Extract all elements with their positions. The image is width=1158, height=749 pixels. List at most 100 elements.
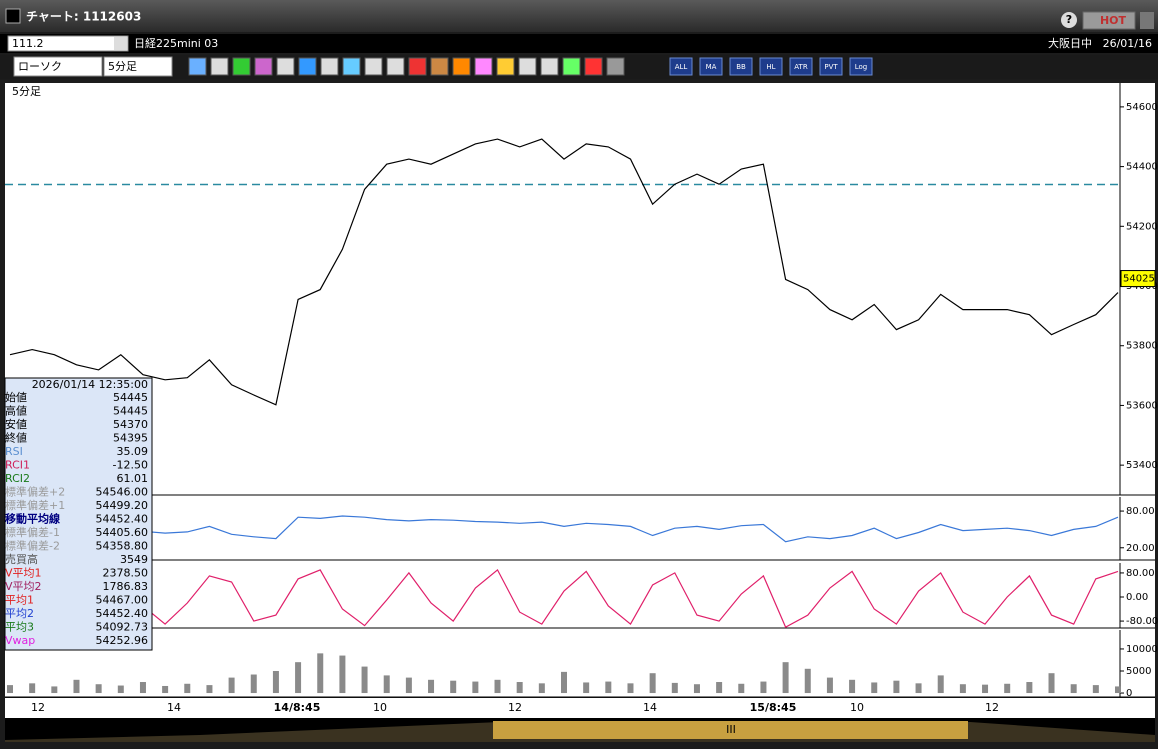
tool-icon[interactable] (849, 57, 873, 76)
volume-bar (428, 679, 435, 694)
info-value: 2378.50 (103, 567, 149, 580)
info-panel (4, 377, 153, 651)
tool-icon[interactable] (188, 57, 207, 76)
volume-bar (162, 685, 169, 694)
current-price-tag (1120, 270, 1156, 288)
info-value: 54092.73 (96, 621, 149, 634)
symbol-input[interactable] (7, 35, 129, 52)
close-button[interactable] (1140, 12, 1154, 29)
y-tick-label: 53600 (1126, 400, 1158, 411)
tool-icon-label[interactable]: PVT (824, 63, 838, 71)
symbol-name: 日経225mini 03 (134, 37, 218, 50)
info-label: 標準偏差-2 (5, 539, 60, 553)
info-value: 3549 (120, 553, 148, 566)
x-tick-label: 14 (643, 701, 657, 714)
tool-icon[interactable] (254, 57, 273, 76)
hot-button[interactable] (1082, 11, 1136, 30)
info-value: 54370 (113, 418, 148, 431)
tool-icon[interactable] (562, 57, 581, 76)
scroll-grip[interactable]: III (726, 723, 736, 736)
tool-icon[interactable] (789, 57, 813, 76)
tool-icon[interactable] (452, 57, 471, 76)
tool-icon[interactable] (232, 57, 251, 76)
tool-icon[interactable] (276, 57, 295, 76)
info-label: 安値 (5, 417, 27, 431)
interval-label[interactable]: 5分足 (108, 60, 137, 73)
volume-bar (206, 685, 213, 694)
title-bar (0, 0, 1158, 32)
x-tick-label: 12 (31, 701, 45, 714)
y-tick-label: 0.00 (1126, 592, 1148, 603)
symbol-dropdown[interactable] (114, 37, 127, 50)
tool-icon[interactable] (320, 57, 339, 76)
info-label: Vwap (5, 634, 35, 647)
scroll-thumb[interactable] (493, 721, 968, 739)
info-value: 54395 (113, 432, 148, 445)
tool-icon[interactable] (430, 57, 449, 76)
window-title: チャート: 1112603 (26, 10, 141, 24)
x-tick-label: 12 (508, 701, 522, 714)
style-select[interactable] (13, 56, 103, 77)
symbol-code[interactable]: 111.2 (12, 37, 44, 50)
info-value: 54546.00 (96, 486, 149, 499)
volume-bar (7, 685, 13, 694)
tool-icon-label[interactable]: BB (736, 63, 746, 71)
info-value: 54452.40 (96, 513, 149, 526)
y-tick-label: 53400 (1126, 460, 1158, 471)
tool-icon[interactable] (496, 57, 515, 76)
info-value: 54445 (113, 405, 148, 418)
y-tick-label: -80.00 (1126, 616, 1158, 627)
y-tick-label: 0 (1126, 688, 1132, 699)
tool-icon[interactable] (518, 57, 537, 76)
series-line (9, 515, 1119, 543)
info-value: 54452.40 (96, 607, 149, 620)
info-label: 標準偏差+1 (5, 498, 65, 512)
x-tick-label: 14/8:45 (274, 701, 321, 714)
tool-icon[interactable] (210, 57, 229, 76)
tool-icon[interactable] (669, 57, 693, 76)
volume-bar (29, 683, 36, 694)
tool-icon-label[interactable]: HL (766, 63, 775, 71)
volume-bar (250, 674, 257, 694)
volume-bar (139, 682, 146, 694)
info-label: 平均3 (5, 621, 34, 634)
style-label[interactable]: ローソク (18, 60, 62, 73)
tool-icon[interactable] (699, 57, 723, 76)
help-label[interactable]: ? (1066, 13, 1072, 26)
tool-icon[interactable] (408, 57, 427, 76)
tool-icon[interactable] (386, 57, 405, 76)
tool-icon[interactable] (342, 57, 361, 76)
tool-icon[interactable] (819, 57, 843, 76)
info-value: 54405.60 (96, 526, 149, 539)
volume-bar (405, 677, 412, 694)
tool-icon[interactable] (364, 57, 383, 76)
hot-label[interactable]: HOT (1100, 14, 1127, 27)
volume-bar (184, 683, 191, 694)
volume-bar (450, 680, 457, 694)
tool-icon[interactable] (729, 57, 753, 76)
tool-icon[interactable] (584, 57, 603, 76)
volume-bar (915, 683, 922, 694)
date: 26/01/16 (1103, 37, 1152, 50)
tool-icon[interactable] (606, 57, 625, 76)
tool-icon[interactable] (759, 57, 783, 76)
tool-icon-label[interactable]: ALL (675, 63, 688, 71)
volume-bar (1026, 682, 1033, 694)
tool-icon[interactable] (298, 57, 317, 76)
tool-icon[interactable] (540, 57, 559, 76)
volume-bar (671, 682, 678, 694)
tool-icon-label[interactable]: Log (855, 63, 868, 71)
info-value: 1786.83 (103, 580, 149, 593)
info-label: 標準偏差+2 (5, 485, 65, 499)
tool-icon-label[interactable]: MA (706, 63, 717, 71)
help-button[interactable] (1061, 12, 1077, 28)
volume-bar (1004, 683, 1011, 694)
volume-bar (317, 653, 324, 694)
volume-bar (738, 683, 745, 694)
tool-icon[interactable] (474, 57, 493, 76)
interval-select[interactable] (103, 56, 173, 77)
tool-icon-label[interactable]: ATR (794, 63, 808, 71)
info-value: 54467.00 (96, 594, 149, 607)
info-label: 移動平均線 (5, 512, 60, 526)
market: 大阪日中 (1048, 36, 1092, 50)
